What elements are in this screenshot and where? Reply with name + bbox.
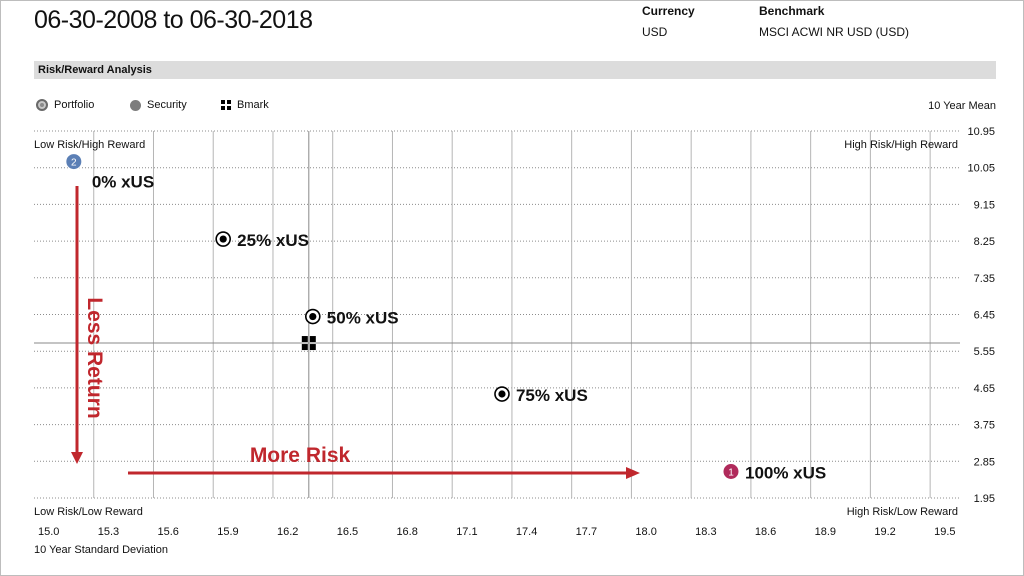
y-tick-label: 3.75 <box>974 420 995 432</box>
x-tick-label: 18.0 <box>635 526 656 538</box>
y-tick-label: 9.15 <box>974 199 995 211</box>
point-label: 0% xUS <box>92 173 154 192</box>
legend-portfolio: Portfolio <box>36 99 94 111</box>
x-tick-label: 18.3 <box>695 526 716 538</box>
quadrant-label-bottom-left: Low Risk/Low Reward <box>34 506 143 518</box>
portfolio-marker-icon <box>36 99 48 111</box>
x-tick-label: 18.9 <box>815 526 836 538</box>
section-title-bar: Risk/Reward Analysis <box>34 61 996 79</box>
point-label: 25% xUS <box>237 231 309 250</box>
quadrant-label-top-right: High Risk/High Reward <box>844 139 958 151</box>
marker-number: 2 <box>71 158 77 169</box>
benchmark-value: MSCI ACWI NR USD (USD) <box>759 25 909 39</box>
x-tick-label: 17.4 <box>516 526 537 538</box>
less-return-arrowhead <box>71 452 83 464</box>
benchmark-marker-icon <box>221 100 231 110</box>
y-tick-label: 4.65 <box>974 383 995 395</box>
numbered-marker <box>65 153 83 171</box>
date-range-title: 06-30-2008 to 06-30-2018 <box>34 6 313 34</box>
less-return-label: Less Return <box>83 297 106 418</box>
benchmark-marker-square <box>309 336 316 343</box>
x-axis-title: 10 Year Standard Deviation <box>34 544 168 556</box>
data-point: 25% xUS <box>215 231 309 250</box>
point-label: 75% xUS <box>516 386 588 405</box>
more-risk-label: More Risk <box>250 444 351 467</box>
marker-number: 1 <box>728 467 734 478</box>
x-tick-label: 19.5 <box>934 526 955 538</box>
y-axis-title: 10 Year Mean <box>928 100 996 112</box>
benchmark-marker-square <box>301 344 308 351</box>
benchmark-marker <box>301 336 316 351</box>
portfolio-marker-center <box>219 235 227 243</box>
x-tick-label: 16.5 <box>337 526 358 538</box>
benchmark-marker-square <box>301 336 308 343</box>
numbered-marker <box>722 462 740 480</box>
legend-security: Security <box>130 99 187 111</box>
benchmark-marker-square <box>309 344 316 351</box>
x-tick-label: 15.3 <box>98 526 119 538</box>
security-marker-icon <box>130 99 141 111</box>
legend-bmark-label: Bmark <box>237 99 269 111</box>
x-tick-label: 17.7 <box>576 526 597 538</box>
x-tick-label: 15.0 <box>38 526 59 538</box>
x-tick-label: 18.6 <box>755 526 776 538</box>
y-tick-label: 7.35 <box>974 273 995 285</box>
y-tick-label: 1.95 <box>974 493 995 505</box>
point-label: 50% xUS <box>327 309 399 328</box>
x-tick-label: 16.8 <box>396 526 417 538</box>
legend-security-label: Security <box>147 99 187 111</box>
x-tick-label: 16.2 <box>277 526 298 538</box>
x-tick-label: 15.9 <box>217 526 238 538</box>
x-tick-label: 15.6 <box>157 526 178 538</box>
portfolio-marker-center <box>309 312 317 321</box>
data-point: 1 100% xUS <box>722 462 826 482</box>
benchmark-label: Benchmark <box>759 4 825 18</box>
x-tick-label: 17.1 <box>456 526 477 538</box>
x-tick-label: 19.2 <box>874 526 895 538</box>
point-label: 100% xUS <box>745 463 826 482</box>
more-risk-arrowhead <box>626 467 640 479</box>
y-tick-label: 2.85 <box>974 456 995 468</box>
data-point: 2 0% xUS <box>65 153 154 192</box>
currency-value: USD <box>642 25 668 39</box>
y-tick-label: 6.45 <box>974 310 995 322</box>
portfolio-marker-center <box>498 390 506 398</box>
y-tick-label: 10.05 <box>967 163 995 175</box>
quadrant-label-bottom-right: High Risk/Low Reward <box>847 506 958 518</box>
y-tick-label: 10.95 <box>967 126 995 138</box>
quadrant-label-top-left: Low Risk/High Reward <box>34 139 145 151</box>
y-tick-label: 5.55 <box>974 346 995 358</box>
data-point: 75% xUS <box>494 386 588 405</box>
data-point: 50% xUS <box>304 309 399 328</box>
currency-label: Currency <box>642 4 695 18</box>
y-tick-label: 8.25 <box>974 236 995 248</box>
legend-bmark: Bmark <box>221 99 269 111</box>
legend-portfolio-label: Portfolio <box>54 99 95 111</box>
